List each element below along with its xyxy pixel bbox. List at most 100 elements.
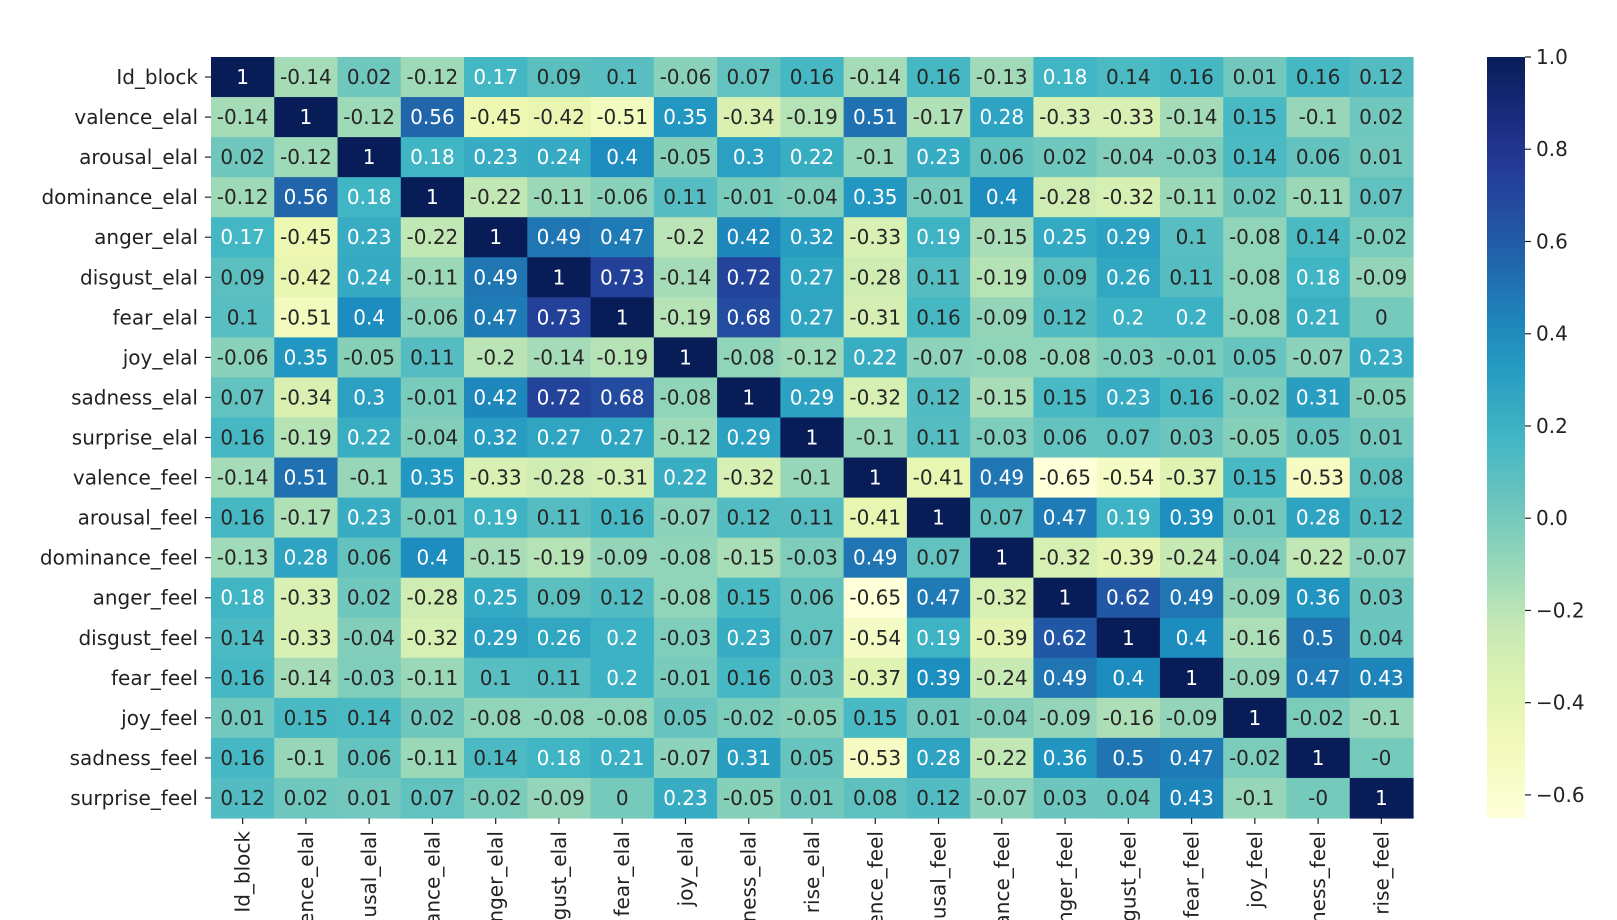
heatmap-cell — [653, 177, 718, 218]
cell-value-label: -0.02 — [1229, 385, 1281, 409]
heatmap-cell — [1349, 97, 1414, 138]
cell-value-label: -0.28 — [849, 265, 901, 289]
heatmap-cell — [906, 97, 971, 138]
cell-value-label: -0.33 — [280, 586, 332, 610]
heatmap-cell — [1159, 297, 1224, 338]
cell-value-label: -0.06 — [217, 345, 269, 369]
heatmap-cell — [717, 497, 781, 539]
x-tick-label: ence_elal — [294, 831, 318, 920]
heatmap-cell — [1349, 217, 1414, 258]
cell-value-label: 0.35 — [284, 345, 329, 369]
heatmap-cell — [970, 57, 1035, 98]
heatmap-cell — [527, 617, 592, 659]
cell-value-label: 0.23 — [347, 225, 392, 249]
heatmap-cell — [527, 657, 592, 699]
cell-value-label: 0.12 — [916, 786, 961, 810]
heatmap-cell — [400, 577, 465, 619]
cell-value-label: 0.11 — [537, 506, 582, 530]
cell-value-label: -0.13 — [976, 65, 1028, 89]
cell-value-label: 0.56 — [284, 185, 329, 209]
cell-value-label: 1 — [806, 426, 819, 450]
cell-value-label: 0.2 — [1176, 305, 1208, 329]
cell-value-label: -0.04 — [407, 426, 459, 450]
cell-value-label: -0.32 — [976, 586, 1028, 610]
cell-value-label: 0.17 — [473, 65, 518, 89]
cell-value-label: -0 — [1371, 746, 1391, 770]
heatmap-cell — [906, 137, 971, 178]
cell-value-label: 0.42 — [473, 385, 518, 409]
heatmap-cell — [1159, 177, 1224, 218]
heatmap-cell — [1096, 577, 1161, 619]
heatmap-cell — [1286, 337, 1351, 379]
cell-value-label: -0.22 — [976, 746, 1028, 770]
cell-value-label: 0.11 — [916, 426, 961, 450]
heatmap-cell — [653, 417, 718, 459]
cell-value-label: 0.06 — [790, 586, 835, 610]
heatmap-cell — [1223, 737, 1288, 779]
heatmap-cell — [1223, 377, 1288, 419]
cell-value-label: 0.19 — [916, 626, 961, 650]
heatmap-cell — [1096, 417, 1161, 459]
cell-value-label: 0.18 — [347, 185, 392, 209]
heatmap-cell — [464, 537, 528, 579]
cell-value-label: -0.1 — [856, 426, 895, 450]
cell-value-label: -0.42 — [280, 265, 332, 289]
heatmap-cell — [1096, 57, 1161, 98]
cell-value-label: 0.1 — [606, 65, 638, 89]
cell-value-label: -0.1 — [792, 466, 831, 490]
cell-value-label: 1 — [1122, 626, 1135, 650]
heatmap-cell — [843, 377, 908, 419]
cell-value-label: -0.24 — [1166, 546, 1218, 570]
cell-value-label: -0.19 — [976, 265, 1028, 289]
cell-value-label: -0.01 — [407, 385, 459, 409]
colorbar-tick-label: −0.2 — [1536, 598, 1585, 622]
colorbar-tick-label: −0.4 — [1536, 691, 1585, 715]
heatmap-cell — [717, 697, 781, 739]
x-axis-labels: Id_block ence_elal usal_elal ance_elal nger_… — [231, 818, 1393, 920]
heatmap-cell — [1159, 497, 1224, 539]
cell-value-label: -0.08 — [660, 586, 712, 610]
cell-value-label: 0.21 — [1296, 305, 1341, 329]
heatmap-cell — [1159, 257, 1224, 298]
cell-value-label: 0.01 — [790, 786, 835, 810]
heatmap-cell — [1286, 57, 1351, 98]
cell-value-label: -0.33 — [1039, 105, 1091, 129]
cell-value-label: 1 — [679, 345, 692, 369]
heatmap-cell — [1223, 657, 1288, 699]
cell-value-label: 0.47 — [1169, 746, 1214, 770]
heatmap-cell — [464, 97, 528, 138]
heatmap-cell — [400, 57, 465, 98]
colorbar-tick-label: 0.4 — [1536, 322, 1568, 346]
heatmap-cell — [337, 337, 402, 379]
heatmap-cell — [717, 257, 781, 298]
cell-value-label: 0.25 — [1043, 225, 1088, 249]
heatmap-cell — [1096, 617, 1161, 659]
cell-value-label: 0.47 — [473, 305, 518, 329]
cell-value-label: -0.1 — [856, 145, 895, 169]
heatmap-cell — [1096, 657, 1161, 699]
cell-value-label: 0.16 — [220, 506, 265, 530]
cell-value-label: -0.33 — [280, 626, 332, 650]
heatmap-cell — [590, 457, 655, 499]
cell-value-label: -0.05 — [1355, 385, 1407, 409]
heatmap-cell — [337, 57, 402, 98]
heatmap-cell — [843, 337, 908, 379]
heatmap-cell — [1223, 137, 1288, 178]
heatmap-cell — [970, 337, 1035, 379]
heatmap-cell — [1096, 177, 1161, 218]
cell-value-label: 0.16 — [916, 65, 961, 89]
heatmap-cell — [464, 457, 528, 499]
heatmap-cell — [1033, 177, 1098, 218]
heatmap-cell — [843, 97, 908, 138]
heatmap-cell — [590, 417, 655, 459]
heatmap-cell — [1349, 377, 1414, 419]
heatmap-cell — [1223, 577, 1288, 619]
cell-value-label: 0.05 — [790, 746, 835, 770]
heatmap-cell — [1349, 457, 1414, 499]
cell-value-label: -0.08 — [723, 345, 775, 369]
heatmap-cell — [970, 697, 1035, 739]
cell-value-label: -0.07 — [660, 746, 712, 770]
cell-value-label: 0.62 — [1106, 586, 1151, 610]
heatmap-cell — [1349, 537, 1414, 579]
heatmap-cell — [1223, 297, 1288, 338]
